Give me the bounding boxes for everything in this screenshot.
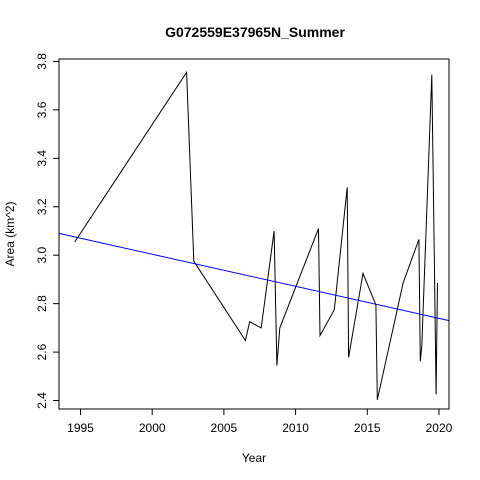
x-tick-label-1: 2000 [139,421,166,435]
y-axis: 2.4 2.6 2.8 3.0 3.2 3.4 3.6 3.8 [35,53,59,409]
x-tick-label-5: 2020 [426,421,453,435]
chart-title: G072559E37965N_Summer [165,24,345,40]
y-tick-label-5: 3.4 [35,150,49,167]
y-tick-label-1: 2.6 [35,343,49,360]
y-axis-label: Area (km^2) [3,202,17,267]
y-tick-label-0: 2.4 [35,392,49,409]
x-tick-label-0: 1995 [67,421,94,435]
y-tick-label-6: 3.6 [35,101,49,118]
y-tick-label-4: 3.2 [35,198,49,215]
x-tick-label-3: 2010 [282,421,309,435]
x-tick-label-2: 2005 [211,421,238,435]
series-line-0 [75,72,438,400]
series-layer [59,72,449,400]
x-tick-label-4: 2015 [354,421,381,435]
plot-frame [59,59,449,409]
y-tick-label-3: 3.0 [35,247,49,264]
x-axis: 1995 2000 2005 2010 2015 2020 [67,409,452,435]
x-axis-label: Year [242,451,266,465]
y-tick-label-7: 3.8 [35,53,49,70]
y-tick-label-2: 2.8 [35,295,49,312]
series-line-1 [59,233,449,320]
